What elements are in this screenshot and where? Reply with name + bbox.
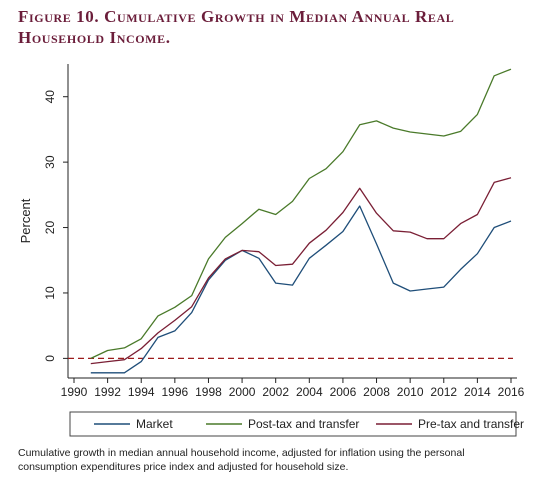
chart-series: [68, 68, 513, 374]
chart-axes: 0 10 20 30 40 1990 1992 1994 1996 1998 2000 2002 200…: [18, 64, 525, 399]
chart-legend: Market Post-tax and transfer Pre-tax and t…: [69, 411, 524, 437]
legend-label-post-tax-and-transfer: Post-tax and transfer: [248, 417, 359, 431]
x-tick-label: 1992: [94, 385, 121, 399]
x-tick-label: 2004: [296, 385, 323, 399]
series-line-post-tax-and-transfer: [90, 68, 512, 359]
figure-title: Figure 10. Cumulative Growth in Median A…: [18, 6, 528, 48]
figure-title-text: Cumulative Growth in Median Annual Real …: [18, 7, 455, 47]
figure-label: Figure 10.: [18, 7, 100, 26]
x-tick-label: 2010: [397, 385, 424, 399]
series-line-pre-tax-and-transfer: [90, 177, 512, 365]
x-tick-label: 2002: [262, 385, 289, 399]
chart-container: 0 10 20 30 40 1990 1992 1994 1996 1998 2000 2002 200…: [0, 56, 539, 442]
y-tick-label: 10: [43, 286, 57, 300]
series-line-market: [90, 205, 512, 374]
figure-caption: Cumulative growth in median annual house…: [18, 447, 465, 473]
x-tick-label: 2014: [464, 385, 491, 399]
line-chart: 0 10 20 30 40 1990 1992 1994 1996 1998 2000 2002 200…: [18, 64, 525, 437]
x-tick-label: 2012: [430, 385, 457, 399]
legend-label-pre-tax-and-transfer: Pre-tax and transfer: [418, 417, 524, 431]
y-tick-label: 30: [43, 155, 57, 169]
x-tick-label: 1994: [128, 385, 155, 399]
legend-label-market: Market: [136, 417, 173, 431]
x-tick-label: 1998: [195, 385, 222, 399]
x-tick-label: 1996: [161, 385, 188, 399]
y-tick-label: 40: [43, 90, 57, 104]
legend-box: [69, 411, 517, 437]
y-axis-label: Percent: [18, 198, 33, 243]
y-tick-label: 0: [43, 355, 57, 362]
x-tick-label: 2006: [330, 385, 357, 399]
y-tick-label: 20: [43, 221, 57, 235]
x-tick-label: 2000: [229, 385, 256, 399]
x-tick-label: 2008: [363, 385, 390, 399]
x-tick-label: 2016: [498, 385, 525, 399]
x-tick-label: 1990: [61, 385, 88, 399]
